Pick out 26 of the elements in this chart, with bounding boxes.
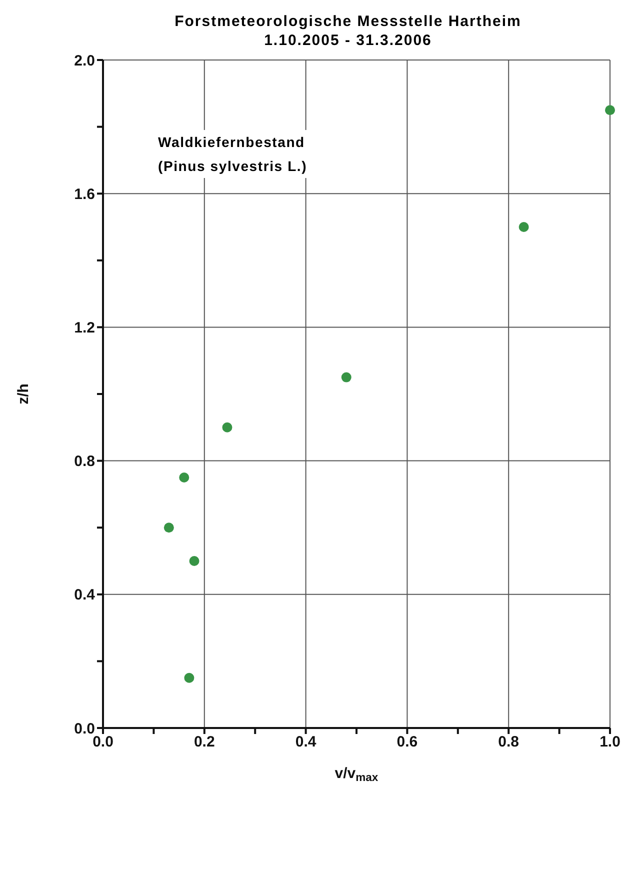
point bbox=[518, 222, 529, 232]
x-tick-label: 0.8 bbox=[498, 734, 520, 751]
y-axis-title: z/h bbox=[15, 384, 32, 404]
point bbox=[164, 522, 174, 533]
chart-subtitle: 1.10.2005 - 31.3.2006 bbox=[263, 31, 433, 50]
y-tick-label: 1.6 bbox=[74, 186, 95, 203]
y-tick-label: 0.0 bbox=[74, 720, 95, 738]
chart-title: Forstmeteorologische Messstelle Hartheim bbox=[174, 12, 522, 31]
y-tick-label: 1.2 bbox=[74, 320, 95, 337]
annotation: Waldkiefernbestand bbox=[158, 133, 306, 152]
annotation: (Pinus sylvestris L.) bbox=[158, 157, 308, 176]
x-tick-label: 0.6 bbox=[396, 734, 418, 751]
x-tick-label: 0.4 bbox=[295, 734, 317, 751]
point bbox=[222, 422, 232, 432]
point bbox=[184, 672, 194, 683]
point bbox=[179, 472, 190, 482]
x-tick-label: 1.0 bbox=[600, 734, 620, 751]
point bbox=[341, 372, 352, 382]
x-axis-title: v/v$_{max}$ bbox=[334, 765, 379, 784]
y-tick-label: 0.4 bbox=[74, 586, 96, 604]
y-tick-label: 0.8 bbox=[74, 453, 95, 470]
point bbox=[605, 105, 615, 116]
y-tick-label: 2.0 bbox=[74, 52, 95, 70]
point bbox=[189, 556, 200, 566]
x-tick-label: 0.0 bbox=[92, 734, 114, 751]
x-tick-label: 0.2 bbox=[194, 734, 215, 751]
